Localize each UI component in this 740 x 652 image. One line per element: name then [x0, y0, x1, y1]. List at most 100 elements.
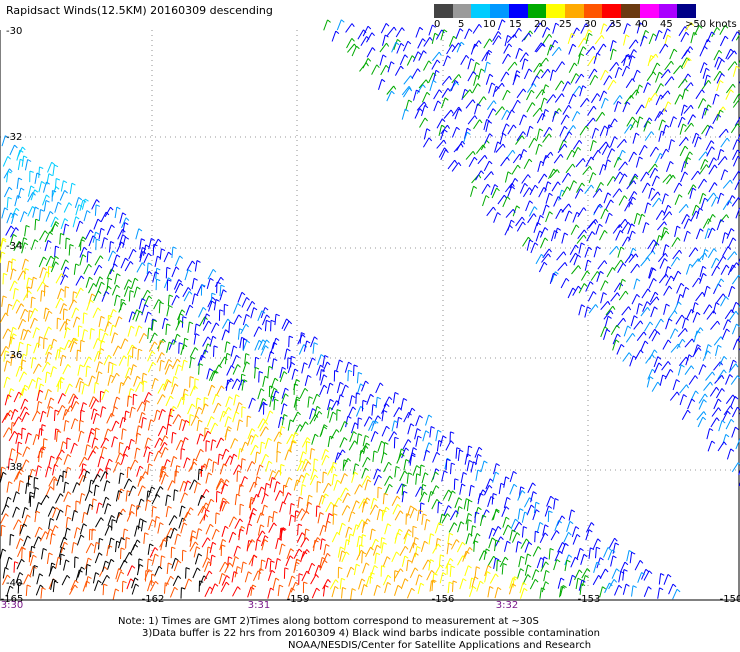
wind-barb: [155, 378, 158, 380]
wind-barb: [680, 124, 683, 135]
wind-barb: [84, 457, 87, 460]
wind-barb: [363, 26, 368, 36]
wind-barb: [294, 549, 299, 559]
wind-barb: [113, 346, 118, 356]
wind-barb: [83, 524, 86, 526]
wind-barb: [702, 108, 705, 119]
wind-barb: [691, 123, 693, 126]
wind-barb: [152, 520, 155, 523]
wind-barb: [337, 20, 341, 30]
wind-barb: [149, 296, 152, 299]
wind-barb: [541, 98, 544, 109]
wind-barb: [326, 455, 329, 458]
wind-barb: [322, 539, 326, 541]
wind-barb: [356, 393, 357, 404]
wind-barb: [191, 357, 195, 359]
wind-barb: [490, 39, 493, 42]
wind-barb: [106, 390, 109, 393]
wind-barb: [41, 425, 42, 436]
wind-barb: [265, 422, 268, 425]
wind-barb: [503, 54, 508, 64]
wind-barb: [7, 377, 10, 379]
wind-barb: [488, 121, 491, 123]
wind-barb: [9, 337, 11, 348]
wind-barb: [483, 196, 487, 207]
wind-barb: [24, 269, 25, 280]
wind-barb: [340, 578, 341, 589]
wind-barb: [664, 227, 667, 229]
wind-barb: [622, 279, 625, 281]
wind-barb: [538, 547, 541, 550]
wind-barb: [399, 417, 403, 419]
wind-barb: [587, 307, 590, 309]
wind-barb: [258, 389, 261, 400]
wind-barb: [627, 550, 629, 561]
wind-barb: [114, 407, 117, 409]
wind-barb: [721, 138, 727, 147]
wind-barb: [220, 562, 225, 572]
wind-barb: [578, 147, 581, 150]
wind-barb: [270, 561, 271, 572]
wind-barb: [685, 172, 688, 175]
wind-barb: [154, 342, 157, 345]
wind-barb: [432, 486, 437, 496]
wind-barb: [189, 291, 192, 294]
wind-barb: [728, 238, 733, 248]
wind-barb: [145, 533, 149, 535]
wind-barb: [107, 413, 112, 423]
wind-barb: [454, 523, 457, 526]
wind-barb: [318, 513, 320, 524]
wind-barb: [723, 256, 726, 259]
wind-barb: [634, 321, 641, 330]
wind-barb: [361, 584, 364, 595]
wind-barb: [270, 411, 273, 414]
wind-barb: [608, 193, 611, 196]
wind-barb: [149, 238, 152, 249]
wind-barb: [622, 150, 625, 153]
wind-barb: [132, 504, 135, 506]
wind-barb: [135, 460, 138, 463]
wind-barb: [573, 534, 577, 544]
wind-barb: [295, 369, 298, 371]
wind-barb: [209, 571, 212, 574]
wind-barb: [386, 507, 389, 510]
wind-barb: [700, 46, 705, 56]
wind-barb: [405, 471, 408, 474]
wind-barb: [573, 286, 579, 296]
wind-barb: [636, 105, 642, 114]
wind-barb: [594, 69, 597, 72]
wind-barb: [100, 256, 103, 259]
wind-barb: [637, 332, 644, 341]
wind-barb: [115, 333, 118, 335]
wind-barb: [252, 398, 255, 401]
wind-barb: [602, 112, 604, 115]
wind-barb: [469, 446, 473, 448]
wind-barb: [101, 518, 104, 521]
wind-barb: [304, 363, 307, 365]
wind-barb: [426, 431, 429, 433]
wind-barb: [639, 145, 644, 155]
wind-barb: [596, 219, 598, 222]
wind-barb: [696, 391, 699, 394]
wind-barb: [132, 278, 135, 289]
wind-barb: [642, 105, 645, 108]
wind-barb: [401, 398, 403, 409]
wind-barb: [568, 173, 571, 176]
wind-barb: [589, 530, 592, 532]
wind-barb: [13, 334, 16, 336]
wind-barb: [324, 425, 327, 427]
wind-barb: [277, 482, 280, 484]
wind-barb: [206, 473, 209, 484]
wind-barb: [391, 62, 394, 64]
wind-barb: [654, 307, 657, 310]
wind-barb: [112, 225, 115, 228]
wind-barb: [553, 70, 556, 72]
wind-barb: [562, 233, 565, 244]
wind-barb: [733, 66, 736, 77]
wind-barb: [17, 559, 22, 569]
wind-barb: [163, 471, 166, 474]
wind-barb: [678, 238, 681, 241]
wind-barb: [522, 217, 524, 220]
wind-barb: [598, 261, 605, 270]
wind-barb: [693, 278, 699, 287]
